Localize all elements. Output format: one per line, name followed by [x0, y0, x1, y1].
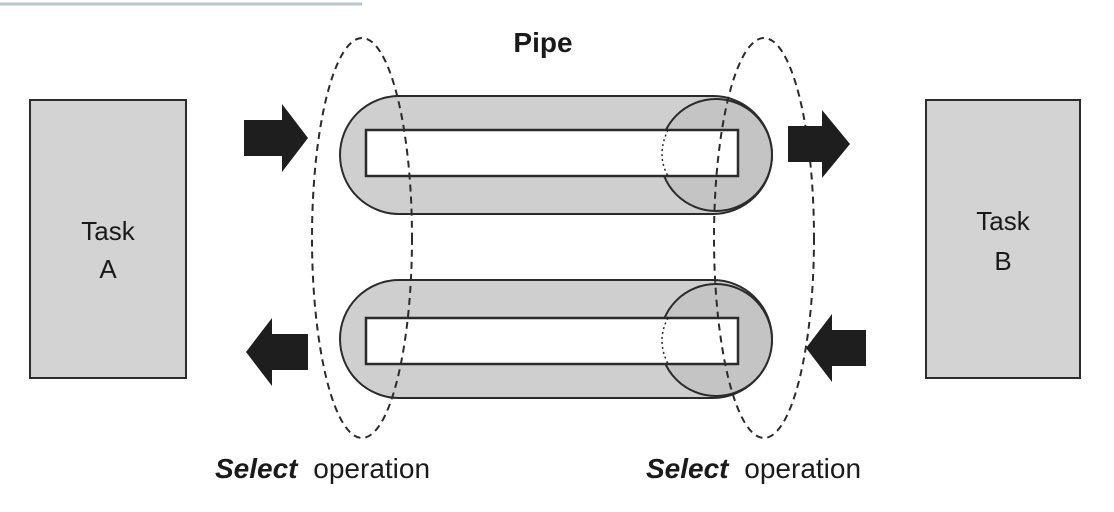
- select-ellipse-right: [713, 37, 815, 439]
- pipe-title: Pipe: [513, 27, 572, 58]
- task-b-label-line1: Task: [976, 206, 1030, 236]
- select-ellipse-left: [311, 37, 413, 439]
- select-operation-label-left: Select operation: [215, 453, 430, 484]
- task-b-label-line2: B: [994, 246, 1011, 276]
- pipe-bottom-channel: [364, 316, 740, 366]
- arrow-left-icon: [246, 318, 308, 386]
- arrow-left-icon: [806, 314, 866, 382]
- arrow-right-icon: [244, 104, 308, 172]
- task-b-box: Task B: [925, 99, 1081, 379]
- select-rest-right: operation: [744, 453, 861, 484]
- pipe-top: [339, 95, 773, 215]
- select-rest-left: operation: [313, 453, 430, 484]
- task-a-rect: [29, 99, 187, 379]
- select-operation-label-right: Select operation: [646, 453, 861, 484]
- select-keyword-left: Select: [215, 453, 299, 484]
- task-b-rect: [925, 99, 1081, 379]
- pipe-bottom: [339, 279, 773, 399]
- task-a-box: Task A: [29, 99, 187, 379]
- task-a-label-line1: Task: [81, 216, 135, 246]
- pipe-top-channel: [364, 128, 740, 178]
- task-a-label-line2: A: [99, 254, 117, 284]
- arrow-right-icon: [788, 110, 850, 178]
- select-keyword-right: Select: [646, 453, 730, 484]
